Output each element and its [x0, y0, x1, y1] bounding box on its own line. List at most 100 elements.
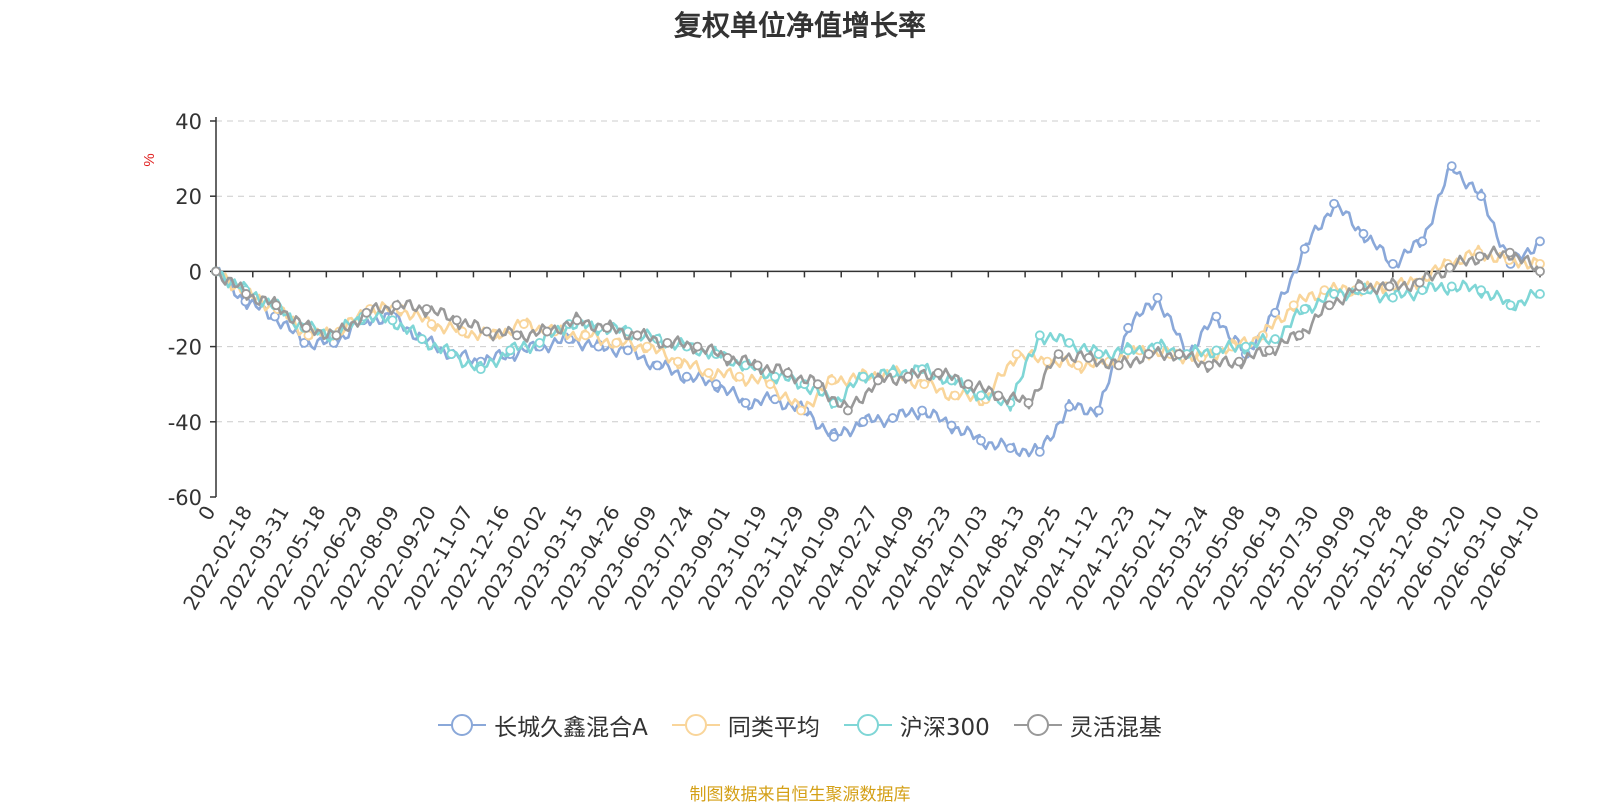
data-point: [919, 379, 930, 390]
data-point: [963, 379, 974, 390]
data-point: [331, 330, 342, 341]
data-point: [1211, 345, 1222, 356]
legend-marker-icon: [1013, 714, 1062, 736]
legend-label: 同类平均: [727, 715, 820, 741]
series-4: [211, 245, 1545, 416]
data-point: [1073, 360, 1084, 371]
legend-item[interactable]: 灵活混基: [1013, 708, 1162, 742]
data-point: [391, 300, 402, 311]
data-point: [611, 337, 622, 348]
data-point: [858, 371, 869, 382]
data-point: [1083, 352, 1094, 363]
data-point: [1417, 236, 1428, 247]
data-point: [1288, 300, 1299, 311]
data-point: [542, 326, 552, 337]
data-point: [722, 352, 733, 363]
data-point: [1034, 330, 1045, 341]
y-tick-label: 20: [175, 185, 202, 209]
y-tick-label: -60: [168, 486, 202, 510]
data-point: [1143, 349, 1154, 360]
data-point: [642, 341, 652, 352]
data-point: [481, 326, 492, 337]
data-point: [623, 345, 633, 356]
data-point: [1123, 345, 1133, 356]
data-point: [946, 420, 957, 431]
data-point: [652, 360, 663, 371]
y-tick-label: 40: [175, 110, 202, 134]
data-point: [976, 435, 986, 446]
legend-label: 长城久鑫混合A: [494, 715, 648, 741]
data-point: [1535, 236, 1545, 247]
data-point: [1234, 356, 1244, 367]
data-point: [1005, 443, 1016, 454]
legend-item[interactable]: 同类平均: [671, 708, 820, 742]
data-point: [796, 405, 806, 416]
data-point: [451, 315, 462, 326]
data-point: [1387, 258, 1398, 269]
data-point: [299, 337, 310, 348]
data-point: [1329, 289, 1339, 299]
data-point: [1299, 243, 1310, 254]
data-point: [1446, 161, 1457, 172]
legend-label: 灵活混基: [1069, 715, 1162, 741]
y-tick-label: 0: [189, 260, 202, 284]
data-point: [703, 368, 714, 378]
legend-label: 沪深300: [899, 715, 990, 741]
y-axis-label: %: [141, 153, 158, 166]
data-point: [1414, 277, 1425, 288]
data-point: [711, 379, 722, 390]
data-point: [475, 364, 486, 375]
data-point: [580, 330, 591, 341]
data-point: [692, 341, 703, 352]
data-point: [572, 315, 582, 326]
data-point: [1476, 285, 1487, 296]
data-point: [1535, 266, 1545, 277]
data-point: [505, 345, 516, 356]
data-point: [361, 307, 372, 318]
data-point: [1387, 292, 1398, 303]
data-point: [1294, 330, 1305, 341]
data-point: [446, 349, 457, 360]
line-chart: 40200-20-40-6002022-02-182022-03-312022-…: [141, 110, 1545, 614]
legend: 长城久鑫混合A 同类平均 沪深300 灵活混基: [0, 708, 1600, 742]
data-point: [1270, 307, 1281, 318]
data-point: [387, 315, 398, 326]
data-point: [782, 368, 793, 378]
data-point: [519, 319, 529, 329]
data-point: [1011, 349, 1022, 360]
data-point: [826, 375, 837, 386]
data-point: [1152, 292, 1163, 303]
data-point: [1023, 398, 1034, 408]
data-point: [1123, 322, 1133, 333]
data-point: [873, 375, 883, 386]
source-footer: 制图数据来自恒生聚源数据库: [689, 785, 911, 805]
legend-item[interactable]: 长城久鑫混合A: [438, 708, 648, 742]
series-3: [211, 266, 1545, 412]
legend-marker-icon: [671, 714, 720, 736]
data-point: [1211, 311, 1222, 322]
legend-item[interactable]: 沪深300: [843, 708, 990, 742]
data-point: [752, 360, 763, 371]
data-point: [828, 431, 839, 442]
data-point: [681, 371, 692, 382]
data-point: [1093, 405, 1104, 416]
series-layer: [211, 161, 1545, 458]
data-point: [1053, 349, 1064, 360]
data-point: [1093, 349, 1104, 360]
data-point: [1204, 360, 1214, 371]
series-line: [215, 270, 1541, 412]
data-point: [1174, 349, 1184, 360]
data-point: [1446, 281, 1457, 292]
data-point: [887, 413, 898, 423]
data-point: [734, 371, 745, 382]
data-point: [417, 334, 427, 344]
data-point: [765, 379, 776, 390]
data-point: [672, 356, 683, 367]
data-point: [1444, 262, 1455, 273]
data-point: [1535, 289, 1545, 299]
data-point: [950, 390, 960, 401]
data-point: [602, 322, 613, 333]
data-point: [1474, 251, 1485, 262]
data-point: [1354, 281, 1365, 292]
data-point: [1384, 281, 1395, 292]
